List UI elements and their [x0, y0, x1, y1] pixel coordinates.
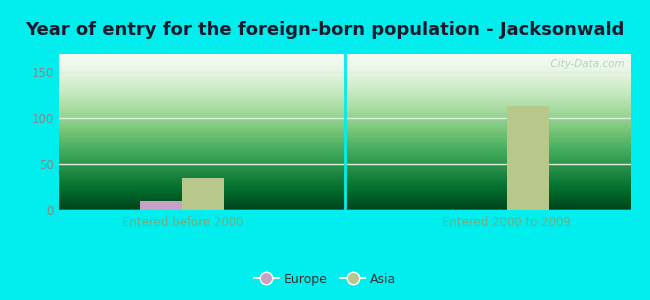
Bar [140, 201, 183, 210]
Text: Year of entry for the foreign-born population - Jacksonwald: Year of entry for the foreign-born popul… [25, 21, 625, 39]
Bar [183, 178, 224, 210]
Text: City-Data.com: City-Data.com [544, 59, 625, 69]
Bar [506, 106, 549, 210]
Legend: Europe, Asia: Europe, Asia [249, 268, 401, 291]
